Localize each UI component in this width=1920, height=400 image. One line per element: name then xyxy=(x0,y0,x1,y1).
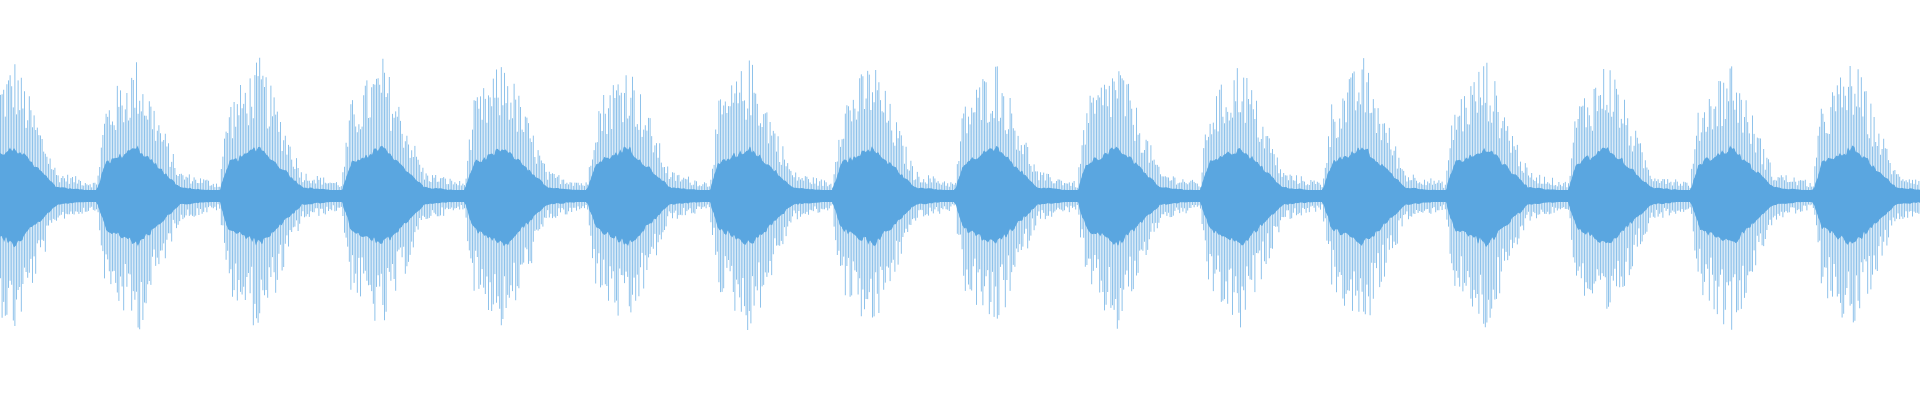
waveform-core xyxy=(0,145,1920,248)
